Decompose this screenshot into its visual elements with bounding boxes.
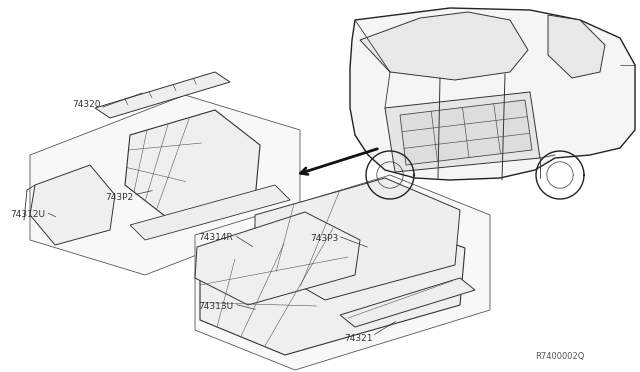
Text: R7400002Q: R7400002Q: [535, 352, 584, 361]
Text: 743P2: 743P2: [105, 193, 133, 202]
Text: 74313U: 74313U: [198, 302, 233, 311]
Polygon shape: [360, 12, 528, 80]
Text: 743P3: 743P3: [310, 234, 339, 243]
Polygon shape: [400, 100, 532, 165]
Text: 74320: 74320: [72, 100, 100, 109]
Polygon shape: [385, 92, 540, 172]
Polygon shape: [350, 8, 635, 180]
Polygon shape: [548, 15, 605, 78]
Polygon shape: [30, 95, 300, 275]
Polygon shape: [200, 215, 465, 355]
Polygon shape: [125, 110, 260, 220]
Polygon shape: [195, 175, 490, 370]
Polygon shape: [195, 212, 360, 305]
Polygon shape: [340, 278, 475, 327]
Polygon shape: [30, 165, 115, 245]
Polygon shape: [95, 72, 230, 118]
Polygon shape: [255, 178, 460, 300]
Text: 74321: 74321: [344, 334, 372, 343]
Polygon shape: [130, 185, 290, 240]
Text: 74314R: 74314R: [198, 233, 233, 242]
Text: 74312U: 74312U: [10, 210, 45, 219]
